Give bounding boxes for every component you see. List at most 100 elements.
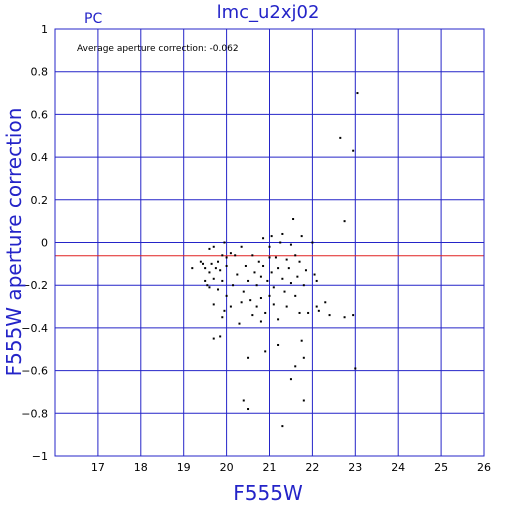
data-point [208,247,211,250]
y-tick-label: −0.4 [21,322,48,335]
data-point [296,275,299,278]
data-point [354,367,357,370]
data-point [212,337,215,340]
data-point [315,279,318,282]
data-point [212,245,215,248]
data-point [204,267,207,270]
data-point [300,235,303,238]
data-point [339,136,342,139]
data-point [244,264,247,267]
data-point [324,301,327,304]
data-point [219,335,222,338]
data-point [270,235,273,238]
data-point [343,316,346,319]
y-tick-labels: 1 0.8 0.6 0.4 0.2 0 −0.2 −0.4 −0.6 −0.8 −1 [21,23,48,463]
y-tick-label: 0 [41,237,48,250]
data-point [285,258,288,261]
data-point [294,254,297,257]
data-point [270,271,273,274]
data-point [225,264,228,267]
data-point [247,356,250,359]
y-tick-label: −0.2 [21,279,48,292]
x-tick-label: 25 [434,461,448,474]
data-point [279,241,282,244]
data-point [352,314,355,317]
data-point [352,149,355,152]
data-point [300,339,303,342]
data-point [212,277,215,280]
x-tick-label: 17 [91,461,105,474]
data-point [277,267,280,270]
data-point [298,311,301,314]
data-point [289,282,292,285]
y-tick-label: 1 [41,23,48,36]
data-point [229,305,232,308]
data-point [302,284,305,287]
data-point [302,356,305,359]
data-point [232,284,235,287]
data-point [272,303,275,306]
data-point [281,425,284,428]
data-point [210,262,213,265]
data-point [229,252,232,255]
data-point [268,294,271,297]
data-point [264,350,267,353]
data-point [236,273,239,276]
data-point [289,378,292,381]
data-point [281,277,284,280]
data-point [264,311,267,314]
data-point [208,286,211,289]
data-point [217,288,220,291]
data-point [259,275,262,278]
data-point [221,279,224,282]
plot-frame [54,28,485,457]
data-point [255,305,258,308]
data-point [317,309,320,312]
data-point [208,271,211,274]
data-point [202,262,205,265]
y-tick-label: 0.8 [31,66,49,79]
data-point [191,267,194,270]
data-point [225,256,228,259]
x-tick-label: 26 [477,461,491,474]
data-point [206,284,209,287]
data-point [212,303,215,306]
data-point [234,254,237,257]
data-point [289,243,292,246]
chart-subtitle: PC [84,11,102,27]
x-tick-labels: 17 18 19 20 21 22 23 24 25 26 [91,461,491,474]
data-points [191,92,359,428]
x-tick-label: 24 [391,461,405,474]
data-point [268,256,271,259]
data-point [302,399,305,402]
data-point [259,297,262,300]
data-point [221,316,224,319]
data-point [262,237,265,240]
x-tick-label: 18 [134,461,148,474]
average-correction-note: Average aperture correction: -0.062 [77,44,239,54]
data-point [253,271,256,274]
data-point [328,314,331,317]
data-point [247,279,250,282]
data-point [238,322,241,325]
data-point [255,284,258,287]
data-point [277,318,280,321]
data-point [242,399,245,402]
data-point [315,305,318,308]
data-point [251,254,254,257]
data-point [240,245,243,248]
data-point [217,260,220,263]
x-tick-label: 21 [263,461,277,474]
grid [55,29,484,456]
data-point [221,254,224,257]
data-point [283,290,286,293]
x-tick-label: 22 [305,461,319,474]
data-point [294,365,297,368]
data-point [247,408,250,411]
x-tick-label: 19 [177,461,191,474]
data-point [225,294,228,297]
data-point [257,260,260,263]
x-tick-label: 20 [220,461,234,474]
x-axis-label: F555W [233,481,303,505]
